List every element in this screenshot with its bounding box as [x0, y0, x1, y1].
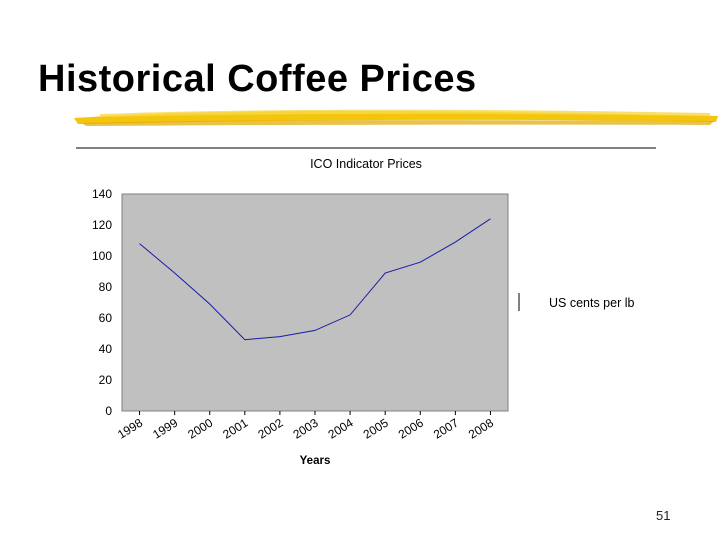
- y-tick-label: 80: [99, 280, 113, 294]
- x-tick-label: 2000: [185, 416, 215, 442]
- legend-label: US cents per lb: [549, 296, 635, 310]
- y-axis-ticks: 0 20 40 60 80 100 120 140: [92, 187, 112, 418]
- y-tick-label: 20: [99, 373, 113, 387]
- x-tick-label: 2007: [431, 416, 461, 442]
- plot-area: [121, 193, 509, 412]
- x-tick-label: 2008: [466, 416, 496, 442]
- y-tick-label: 40: [99, 342, 113, 356]
- y-tick-label: 120: [92, 218, 112, 232]
- brush-stroke-highlight: [100, 109, 710, 117]
- x-tick-label: 2003: [291, 416, 321, 442]
- x-tick-label: 2001: [220, 416, 250, 442]
- x-axis-ticks: 1998 1999 2000 2001 2002 2003 2004 2005 2006 2007…: [115, 411, 496, 442]
- x-tick-label: 2004: [326, 416, 356, 442]
- title-underline-brush: [74, 109, 718, 126]
- x-tick-label: 1998: [115, 416, 145, 442]
- y-tick-label: 60: [99, 311, 113, 325]
- y-tick-label: 0: [105, 404, 112, 418]
- x-tick-label: 2005: [361, 416, 391, 442]
- y-tick-label: 140: [92, 187, 112, 201]
- x-tick-label: 1999: [150, 416, 180, 442]
- brush-stroke-shadow: [82, 120, 714, 126]
- legend: US cents per lb: [518, 293, 635, 311]
- chart-title: ICO Indicator Prices: [310, 157, 422, 171]
- x-axis-label: Years: [300, 455, 331, 467]
- series-line: [139, 218, 491, 341]
- page-number: 51: [656, 508, 671, 523]
- slide-title: Historical Coffee Prices: [38, 58, 477, 100]
- x-tick-label: 2002: [255, 416, 285, 442]
- x-tick-label: 2006: [396, 416, 426, 442]
- y-tick-label: 100: [92, 249, 112, 263]
